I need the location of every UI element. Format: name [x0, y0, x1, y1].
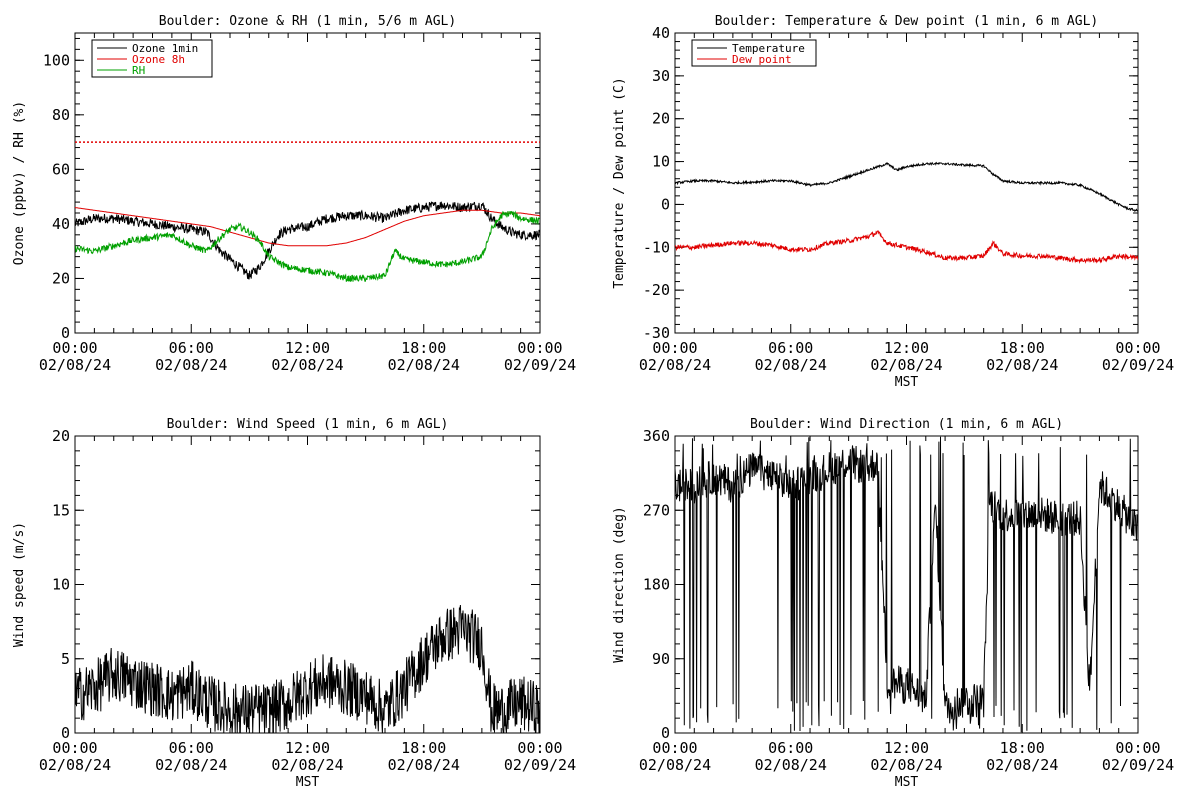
chart-panel-0: Boulder: Ozone & RH (1 min, 5/6 m AGL) Oz… [12, 14, 576, 374]
y-tick-label: 0 [661, 724, 670, 742]
x-tick-label: 18:00 [401, 739, 446, 757]
chart-title: Boulder: Wind Speed (1 min, 6 m AGL) [167, 417, 449, 432]
x-tick-date-label: 02/08/24 [755, 756, 827, 774]
x-tick-label: 00:00 [652, 739, 697, 757]
x-tick-label: 12:00 [884, 339, 929, 357]
x-tick-date-label: 02/09/24 [1102, 356, 1174, 374]
y-tick-label: 40 [652, 24, 670, 42]
x-tick-date-label: 02/09/24 [1102, 756, 1174, 774]
x-tick-date-label: 02/08/24 [271, 356, 343, 374]
y-tick-label: 5 [61, 650, 70, 668]
legend-label: Ozone 8h [132, 53, 185, 66]
x-tick-label: 12:00 [285, 339, 330, 357]
x-tick-label: 00:00 [517, 739, 562, 757]
y-tick-label: -10 [643, 238, 670, 256]
legend-label: Temperature [732, 42, 805, 55]
x-tick-label: 12:00 [884, 739, 929, 757]
chart-panel-2: Boulder: Wind Speed (1 min, 6 m AGL) Wind… [12, 417, 576, 790]
chart-title: Boulder: Temperature & Dew point (1 min,… [715, 14, 1099, 29]
x-tick-date-label: 02/08/24 [271, 756, 343, 774]
y-tick-label: 10 [652, 153, 670, 171]
x-tick-date-label: 02/08/24 [755, 356, 827, 374]
x-tick-date-label: 02/08/24 [388, 756, 460, 774]
x-tick-label: 18:00 [1000, 339, 1045, 357]
y-axis-label: Ozone (ppbv) / RH (%) [12, 101, 27, 265]
x-tick-date-label: 02/09/24 [504, 756, 576, 774]
y-tick-label: 0 [661, 195, 670, 213]
y-tick-label: 30 [652, 67, 670, 85]
x-tick-label: 00:00 [1115, 739, 1160, 757]
series-line-0 [675, 161, 1138, 213]
legend-label: Dew point [732, 53, 792, 66]
x-tick-date-label: 02/08/24 [870, 756, 942, 774]
x-tick-label: 06:00 [169, 339, 214, 357]
y-tick-label: 0 [61, 324, 70, 342]
y-axis-label: Wind speed (m/s) [12, 522, 27, 647]
legend-label: RH [132, 64, 145, 77]
series-line-1 [675, 230, 1138, 264]
x-tick-date-label: 02/08/24 [639, 756, 711, 774]
y-tick-label: 360 [643, 427, 670, 445]
series-line-0 [75, 201, 540, 280]
y-tick-label: 100 [43, 51, 70, 69]
series-line-0 [75, 604, 540, 733]
y-tick-label: -30 [643, 324, 670, 342]
chart-title: Boulder: Ozone & RH (1 min, 5/6 m AGL) [159, 14, 456, 29]
legend-box [691, 39, 817, 67]
x-tick-date-label: 02/08/24 [155, 756, 227, 774]
x-tick-date-label: 02/08/24 [870, 356, 942, 374]
y-tick-label: 20 [652, 110, 670, 128]
x-axis-label: MST [895, 775, 919, 790]
x-tick-date-label: 02/08/24 [39, 756, 111, 774]
x-tick-label: 18:00 [401, 339, 446, 357]
x-tick-label: 00:00 [52, 739, 97, 757]
x-tick-label: 00:00 [517, 339, 562, 357]
x-tick-label: 18:00 [1000, 739, 1045, 757]
x-tick-label: 06:00 [768, 339, 813, 357]
x-tick-label: 12:00 [285, 739, 330, 757]
legend-label: Ozone 1min [132, 42, 198, 55]
series-line-0 [675, 436, 1138, 733]
y-tick-label: 90 [652, 650, 670, 668]
x-tick-label: 00:00 [52, 339, 97, 357]
x-tick-date-label: 02/08/24 [388, 356, 460, 374]
x-axis-label: MST [895, 375, 919, 390]
chart-panel-3: Boulder: Wind Direction (1 min, 6 m AGL)… [612, 417, 1174, 790]
chart-panels: Boulder: Ozone & RH (1 min, 5/6 m AGL) Oz… [12, 14, 1174, 790]
x-tick-date-label: 02/08/24 [986, 356, 1058, 374]
y-tick-label: 15 [52, 501, 70, 519]
y-axis-label: Temperature / Dew point (C) [612, 77, 627, 288]
series-line-2 [75, 210, 540, 283]
x-tick-label: 06:00 [768, 739, 813, 757]
x-tick-label: 06:00 [169, 739, 214, 757]
x-tick-label: 00:00 [652, 339, 697, 357]
y-tick-label: 80 [52, 106, 70, 124]
y-tick-label: 10 [52, 576, 70, 594]
plot-frame [74, 32, 541, 334]
x-tick-date-label: 02/08/24 [155, 356, 227, 374]
y-tick-label: 0 [61, 724, 70, 742]
x-tick-date-label: 02/08/24 [39, 356, 111, 374]
y-tick-label: 20 [52, 269, 70, 287]
chart-title: Boulder: Wind Direction (1 min, 6 m AGL) [750, 417, 1063, 432]
y-tick-label: -20 [643, 281, 670, 299]
x-tick-date-label: 02/08/24 [986, 756, 1058, 774]
chart-panel-1: Boulder: Temperature & Dew point (1 min,… [612, 14, 1174, 390]
x-axis-label: MST [296, 775, 320, 790]
y-tick-label: 40 [52, 215, 70, 233]
x-tick-label: 00:00 [1115, 339, 1160, 357]
y-tick-label: 270 [643, 501, 670, 519]
x-tick-date-label: 02/08/24 [639, 356, 711, 374]
x-tick-date-label: 02/09/24 [504, 356, 576, 374]
y-tick-label: 20 [52, 427, 70, 445]
series-line-1 [75, 207, 540, 247]
y-tick-label: 180 [643, 576, 670, 594]
y-tick-label: 60 [52, 160, 70, 178]
y-axis-label: Wind direction (deg) [612, 506, 627, 663]
